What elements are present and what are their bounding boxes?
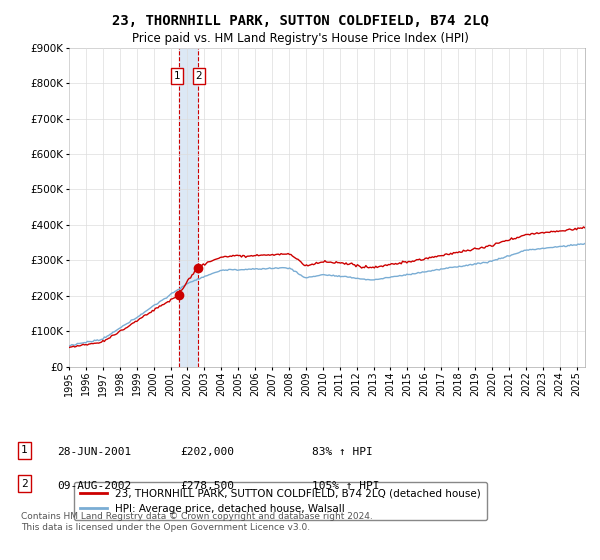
Text: 2: 2 <box>21 479 28 489</box>
Text: 1: 1 <box>21 445 28 455</box>
Text: £202,000: £202,000 <box>180 447 234 458</box>
Text: £278,500: £278,500 <box>180 481 234 491</box>
Bar <box>179 48 197 367</box>
Text: 09-AUG-2002: 09-AUG-2002 <box>57 481 131 491</box>
Text: 105% ↑ HPI: 105% ↑ HPI <box>312 481 380 491</box>
Text: 28-JUN-2001: 28-JUN-2001 <box>57 447 131 458</box>
Text: 83% ↑ HPI: 83% ↑ HPI <box>312 447 373 458</box>
Text: 1: 1 <box>173 71 180 81</box>
Legend: 23, THORNHILL PARK, SUTTON COLDFIELD, B74 2LQ (detached house), HPI: Average pri: 23, THORNHILL PARK, SUTTON COLDFIELD, B7… <box>74 482 487 520</box>
Text: 23, THORNHILL PARK, SUTTON COLDFIELD, B74 2LQ: 23, THORNHILL PARK, SUTTON COLDFIELD, B7… <box>112 14 488 28</box>
Text: 2: 2 <box>196 71 202 81</box>
Text: Price paid vs. HM Land Registry's House Price Index (HPI): Price paid vs. HM Land Registry's House … <box>131 32 469 45</box>
Text: Contains HM Land Registry data © Crown copyright and database right 2024.
This d: Contains HM Land Registry data © Crown c… <box>21 512 373 532</box>
